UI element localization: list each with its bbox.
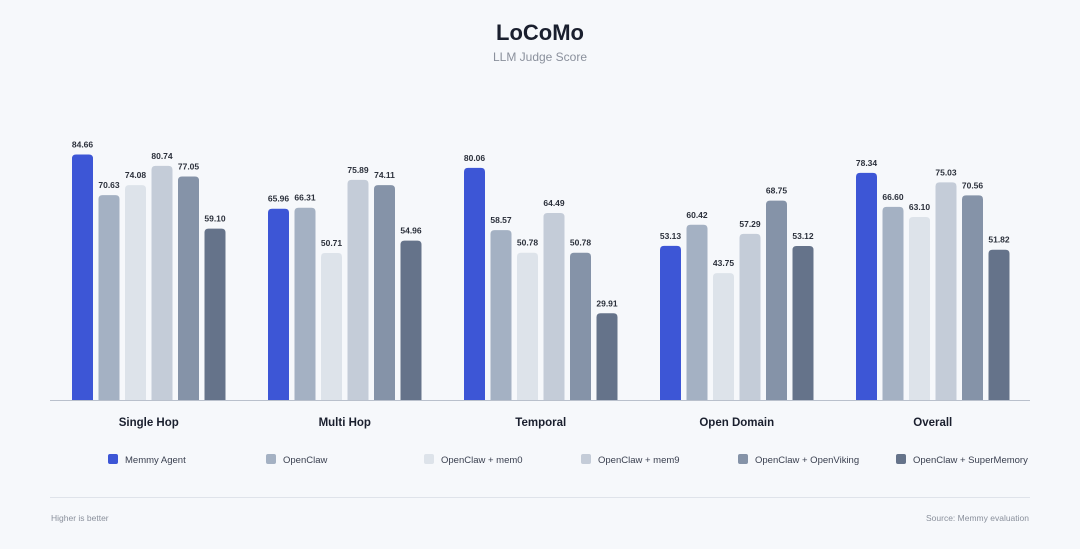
legend-label: OpenClaw + mem0 xyxy=(441,455,523,466)
legend-label: Memmy Agent xyxy=(125,455,186,466)
bar-value-label: 53.13 xyxy=(660,231,682,241)
bar-value-label: 78.34 xyxy=(856,158,878,168)
category-label: Single Hop xyxy=(119,417,179,429)
bar-openclaw-mem0-overall xyxy=(909,217,930,400)
bar-openclaw-supermemory-multi-hop xyxy=(400,240,422,400)
bar-openclaw-supermemory-temporal xyxy=(596,313,618,400)
bar-openclaw-openviking-overall xyxy=(962,195,983,400)
footer-divider xyxy=(50,497,1030,498)
bar-chart: 84.66 70.63 74.08 80.74 77.05 59.10 Single Hop… xyxy=(50,139,1030,466)
bar-openclaw-supermemory-open-domain xyxy=(792,245,814,400)
bar-value-label: 64.49 xyxy=(543,198,565,208)
bar-value-label: 74.08 xyxy=(125,170,147,180)
bar-value-label: 84.66 xyxy=(72,139,94,149)
category-label: Temporal xyxy=(515,417,566,429)
bar-value-label: 58.57 xyxy=(490,215,512,225)
bar-value-label: 66.31 xyxy=(294,193,316,203)
bar-memmy-agent-multi-hop xyxy=(268,208,289,400)
bar-openclaw-open-domain xyxy=(686,224,708,400)
bar-value-label: 50.78 xyxy=(570,238,592,248)
bar-openclaw-mem0-open-domain xyxy=(713,273,734,400)
bar-openclaw-supermemory-single-hop xyxy=(204,228,226,400)
bar-value-label: 80.06 xyxy=(464,153,486,163)
bar-value-label: 70.63 xyxy=(98,180,120,190)
bar-memmy-agent-temporal xyxy=(464,167,485,400)
bar-value-label: 59.10 xyxy=(204,214,226,224)
bar-value-label: 77.05 xyxy=(178,162,200,172)
bar-value-label: 74.11 xyxy=(374,170,395,180)
category-label: Open Domain xyxy=(699,417,774,429)
bar-openclaw-supermemory-overall xyxy=(988,249,1010,400)
bar-value-label: 65.96 xyxy=(268,194,290,204)
footer-source: Source: Memmy evaluation xyxy=(926,513,1029,523)
bar-value-label: 43.75 xyxy=(713,258,735,268)
bar-memmy-agent-overall xyxy=(856,172,877,400)
bar-openclaw-overall xyxy=(882,206,904,400)
bar-openclaw-mem9-single-hop xyxy=(151,165,173,400)
bar-openclaw-openviking-temporal xyxy=(570,252,591,400)
bar-openclaw-openviking-open-domain xyxy=(766,200,787,400)
legend-label: OpenClaw + SuperMemory xyxy=(913,455,1028,466)
bar-openclaw-single-hop xyxy=(98,195,120,400)
legend-swatch xyxy=(581,454,591,464)
category-label: Multi Hop xyxy=(319,417,371,429)
legend-label: OpenClaw + OpenViking xyxy=(755,455,859,466)
bar-value-label: 53.12 xyxy=(792,231,814,241)
legend-label: OpenClaw xyxy=(283,455,327,466)
bar-value-label: 50.78 xyxy=(517,238,539,248)
category-label: Overall xyxy=(913,417,952,429)
chart-title: LoCoMo xyxy=(496,20,584,45)
legend-swatch xyxy=(896,454,906,464)
legend-swatch xyxy=(738,454,748,464)
legend-swatch xyxy=(266,454,276,464)
bar-openclaw-mem9-open-domain xyxy=(739,233,761,400)
bar-openclaw-mem0-single-hop xyxy=(125,185,146,400)
bar-value-label: 75.03 xyxy=(935,167,957,177)
bar-openclaw-openviking-multi-hop xyxy=(374,185,395,400)
bar-value-label: 80.74 xyxy=(151,151,173,161)
bar-value-label: 63.10 xyxy=(909,202,931,212)
bar-memmy-agent-open-domain xyxy=(660,245,681,400)
bar-openclaw-mem0-multi-hop xyxy=(321,252,342,400)
bar-memmy-agent-single-hop xyxy=(72,154,93,400)
bar-value-label: 50.71 xyxy=(321,238,343,248)
bar-value-label: 75.89 xyxy=(347,165,369,175)
bar-openclaw-mem0-temporal xyxy=(517,252,538,400)
legend-label: OpenClaw + mem9 xyxy=(598,455,680,466)
bar-value-label: 60.42 xyxy=(686,210,708,220)
bar-openclaw-temporal xyxy=(490,230,512,400)
bar-value-label: 54.96 xyxy=(400,226,422,236)
bar-value-label: 66.60 xyxy=(882,192,904,202)
bar-openclaw-mem9-multi-hop xyxy=(347,179,369,400)
footer-note: Higher is better xyxy=(51,513,109,523)
bar-openclaw-mem9-overall xyxy=(935,182,957,400)
legend-swatch xyxy=(108,454,118,464)
bar-value-label: 70.56 xyxy=(962,180,984,190)
bar-value-label: 68.75 xyxy=(766,186,788,196)
bar-value-label: 51.82 xyxy=(988,235,1010,245)
bar-value-label: 29.91 xyxy=(596,298,618,308)
bar-openclaw-multi-hop xyxy=(294,207,316,400)
bar-openclaw-mem9-temporal xyxy=(543,212,565,400)
bar-openclaw-openviking-single-hop xyxy=(178,176,199,400)
legend-swatch xyxy=(424,454,434,464)
chart-subtitle: LLM Judge Score xyxy=(492,50,588,64)
bar-value-label: 57.29 xyxy=(739,219,761,229)
